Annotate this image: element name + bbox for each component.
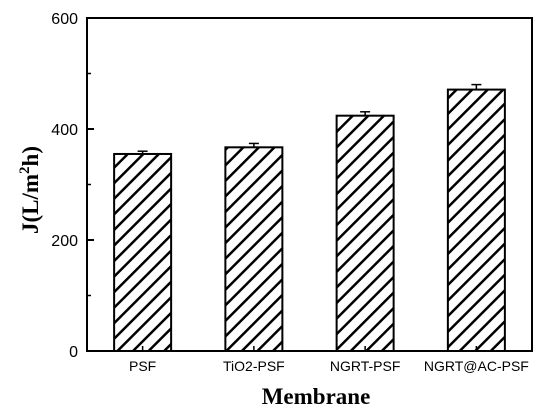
bar [224,146,284,352]
bar [446,88,506,352]
y-tick-label: 600 [51,11,78,28]
y-tick-label: 200 [51,233,78,250]
y-axis-title: J(L/m2h) [17,146,43,234]
x-tick-label: NGRT@AC-PSF [424,358,529,374]
x-tick-label: NGRT-PSF [330,358,401,374]
x-tick-label: TiO2-PSF [223,358,285,374]
x-tick-label: PSF [129,358,156,374]
plot-area: 0 200 400 600 PSF TiO2-PSF NGRT-PSF NGRT@AC-PSF [51,11,533,374]
y-axis-title-end: h) [18,146,43,166]
bar [113,152,173,352]
y-axis-title-superscript: 2 [17,166,33,174]
x-axis-title: Membrane [262,384,371,409]
y-axis-title-main: J(L/m [18,174,43,234]
y-tick-label: 0 [69,344,78,361]
bar [335,114,395,353]
y-tick-label: 400 [51,122,78,139]
